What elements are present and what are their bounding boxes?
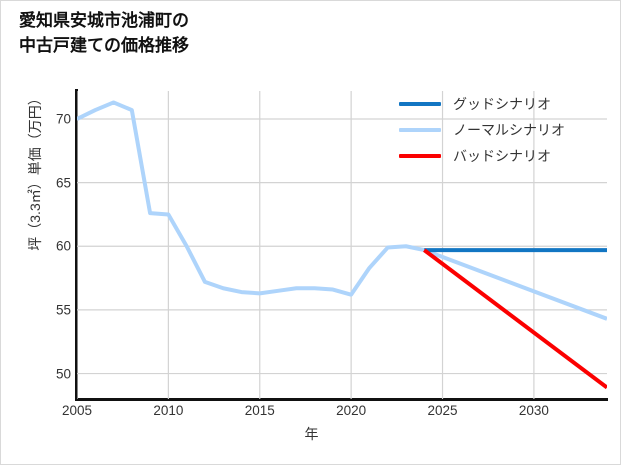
series-line [423,248,607,390]
legend-item-label: ノーマルシナリオ [453,122,565,138]
x-axis-line [75,398,608,401]
legend-item[interactable]: ノーマルシナリオ [399,117,604,143]
legend-color-swatch [399,102,441,106]
legend-item-label: バッドシナリオ [453,148,551,164]
y-axis-line [75,89,78,401]
y-axis-tick-label: 65 [55,175,71,191]
y-axis-tick-label: 70 [55,111,71,127]
legend-item[interactable]: グッドシナリオ [399,91,604,117]
legend-color-swatch [399,154,441,158]
y-axis-tick-label: 50 [55,366,71,382]
y-axis-tick-labels: 50 55 60 65 70 [33,1,71,464]
y-axis-tick-label: 55 [55,302,71,318]
y-axis-tick-label: 60 [55,238,71,254]
x-axis-tick-label: 2025 [427,403,458,418]
legend: グッドシナリオ ノーマルシナリオ バッドシナリオ [399,91,604,169]
series-line [77,100,607,321]
page-title: 愛知県安城市池浦町の 中古戸建ての価格推移 [19,11,189,55]
x-axis-tick-label: 2010 [153,403,184,418]
y-axis-title: 坪（3.3㎡）単価（万円） [27,91,43,251]
series-canvas [77,91,607,399]
x-axis-tick-label: 2015 [244,403,275,418]
legend-item-label: グッドシナリオ [453,96,551,112]
legend-color-swatch [399,128,441,132]
plot-area [77,91,607,399]
x-axis-tick-label: 2020 [336,403,367,418]
legend-item[interactable]: バッドシナリオ [399,143,604,169]
x-axis-tick-label: 2005 [61,403,93,418]
x-axis-title: 年 [304,426,319,442]
x-axis-tick-label: 2030 [518,403,549,418]
